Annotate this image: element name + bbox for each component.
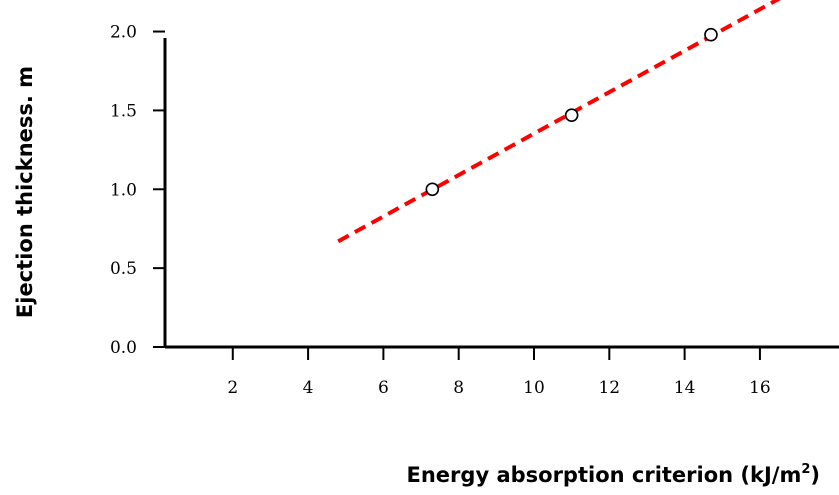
y-tick-label: 0.5 xyxy=(110,259,137,279)
x-axis-title-main: Energy absorption criterion (kJ/m xyxy=(407,463,802,487)
y-tick-label: 1.0 xyxy=(110,180,137,200)
y-ticks: 0.0 0.5 1.0 1.5 2.0 xyxy=(110,23,165,358)
data-point xyxy=(425,182,440,197)
y-tick-label: 0.0 xyxy=(110,338,137,358)
axes xyxy=(163,38,839,349)
y-tick-label: 2.0 xyxy=(110,23,137,43)
x-axis-title-sup: 2 xyxy=(801,462,810,477)
x-tick-label: 16 xyxy=(749,378,771,398)
y-axis-title: Ejection thickness. m xyxy=(13,66,37,318)
y-tick-label: 1.5 xyxy=(110,101,137,121)
x-tick-label: 8 xyxy=(453,378,464,398)
x-tick-label: 2 xyxy=(227,378,238,398)
point-layer xyxy=(425,27,718,197)
x-tick-label: 10 xyxy=(523,378,545,398)
data-point xyxy=(704,27,718,42)
x-axis-title-suffix: ) xyxy=(810,463,820,487)
x-tick-label: 14 xyxy=(674,378,696,398)
x-tick-label: 6 xyxy=(378,378,389,398)
data-point xyxy=(564,108,579,122)
x-axis-title: Energy absorption criterion (kJ/m2) xyxy=(407,462,820,487)
x-tick-label: 12 xyxy=(598,378,620,398)
x-tick-label: 4 xyxy=(303,378,314,398)
x-ticks: 2 4 6 8 10 12 14 16 xyxy=(227,347,771,398)
